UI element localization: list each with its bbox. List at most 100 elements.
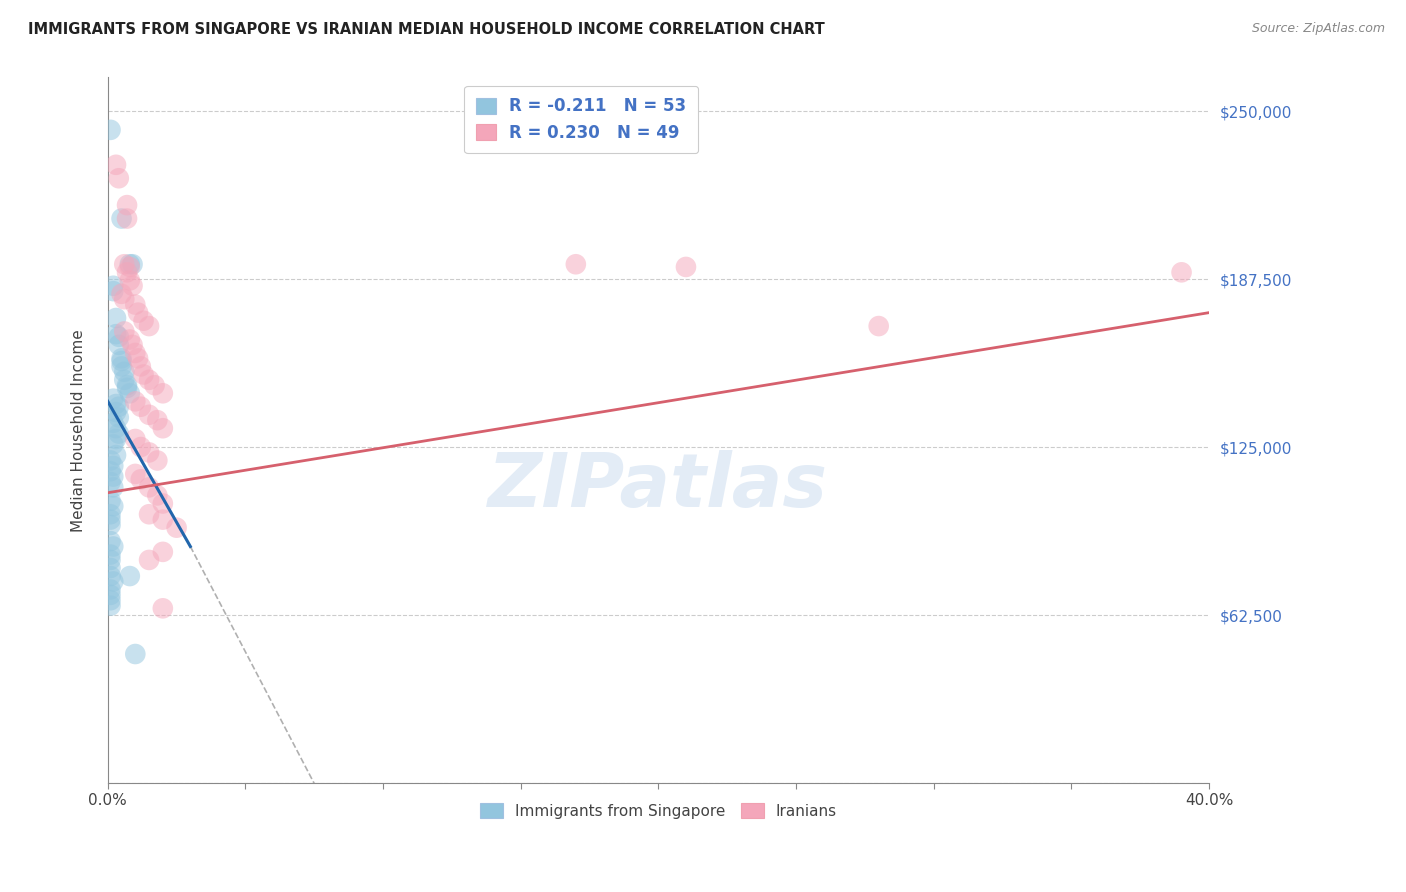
Point (112, 257, 135, 271)
Point (100, 518, 122, 533)
Point (105, 432, 128, 446)
Point (129, 472, 152, 486)
Point (112, 373, 135, 387)
Point (138, 445, 160, 459)
Point (115, 381, 138, 395)
Point (112, 325, 135, 339)
Point (100, 123, 122, 137)
Point (100, 475, 122, 489)
Point (121, 338, 143, 352)
Point (118, 333, 141, 347)
Point (146, 488, 169, 502)
Point (105, 448, 128, 462)
Point (103, 540, 125, 554)
Point (103, 392, 125, 406)
Point (124, 297, 146, 311)
Point (152, 421, 174, 435)
Point (152, 601, 174, 615)
Point (124, 346, 146, 360)
Point (100, 464, 122, 478)
Point (100, 588, 122, 602)
Point (138, 508, 160, 522)
Point (121, 278, 143, 293)
Point (100, 569, 122, 583)
Text: IMMIGRANTS FROM SINGAPORE VS IRANIAN MEDIAN HOUSEHOLD INCOME CORRELATION CHART: IMMIGRANTS FROM SINGAPORE VS IRANIAN MED… (28, 22, 825, 37)
Point (124, 394, 146, 409)
Point (105, 397, 128, 411)
Point (100, 553, 122, 567)
Point (129, 400, 152, 414)
Point (107, 330, 129, 344)
Point (103, 499, 125, 513)
Point (112, 365, 135, 379)
Point (100, 593, 122, 607)
Point (127, 305, 149, 319)
Point (100, 548, 122, 562)
Point (103, 574, 125, 589)
Point (143, 378, 166, 392)
Point (103, 416, 125, 430)
Point (152, 545, 174, 559)
Point (138, 373, 160, 387)
Point (124, 432, 146, 446)
Point (146, 413, 169, 427)
Point (105, 158, 128, 172)
Point (103, 469, 125, 483)
Point (166, 521, 188, 535)
Point (152, 513, 174, 527)
Text: ZIPatlas: ZIPatlas (488, 450, 828, 524)
Point (138, 480, 160, 494)
Point (107, 426, 129, 441)
Point (100, 453, 122, 467)
Point (115, 198, 138, 212)
Point (107, 400, 129, 414)
Point (124, 467, 146, 481)
Point (121, 257, 143, 271)
Point (105, 421, 128, 435)
Point (115, 378, 138, 392)
Point (103, 437, 125, 451)
Point (118, 257, 141, 271)
Point (129, 440, 152, 454)
Point (105, 327, 128, 342)
Point (103, 480, 125, 494)
Point (100, 582, 122, 597)
Point (152, 386, 174, 401)
Point (675, 260, 697, 274)
Point (118, 386, 141, 401)
Point (110, 354, 132, 368)
Point (146, 453, 169, 467)
Point (103, 284, 125, 298)
Point (129, 359, 152, 374)
Point (107, 171, 129, 186)
Point (152, 496, 174, 510)
Point (107, 410, 129, 425)
Point (138, 408, 160, 422)
Point (107, 338, 129, 352)
Point (100, 561, 122, 575)
Point (103, 458, 125, 473)
Point (118, 273, 141, 287)
Point (138, 553, 160, 567)
Point (100, 513, 122, 527)
Point (105, 405, 128, 419)
Point (1170, 265, 1192, 279)
Point (100, 508, 122, 522)
Text: Source: ZipAtlas.com: Source: ZipAtlas.com (1251, 22, 1385, 36)
Legend: Immigrants from Singapore, Iranians: Immigrants from Singapore, Iranians (474, 797, 844, 825)
Point (868, 319, 890, 334)
Point (124, 647, 146, 661)
Point (127, 351, 149, 366)
Point (138, 319, 160, 334)
Point (100, 534, 122, 549)
Point (103, 278, 125, 293)
Point (115, 265, 138, 279)
Point (105, 311, 128, 326)
Point (565, 257, 588, 271)
Point (110, 286, 132, 301)
Point (118, 260, 141, 274)
Point (132, 314, 155, 328)
Point (110, 359, 132, 374)
Point (110, 351, 132, 366)
Point (118, 569, 141, 583)
